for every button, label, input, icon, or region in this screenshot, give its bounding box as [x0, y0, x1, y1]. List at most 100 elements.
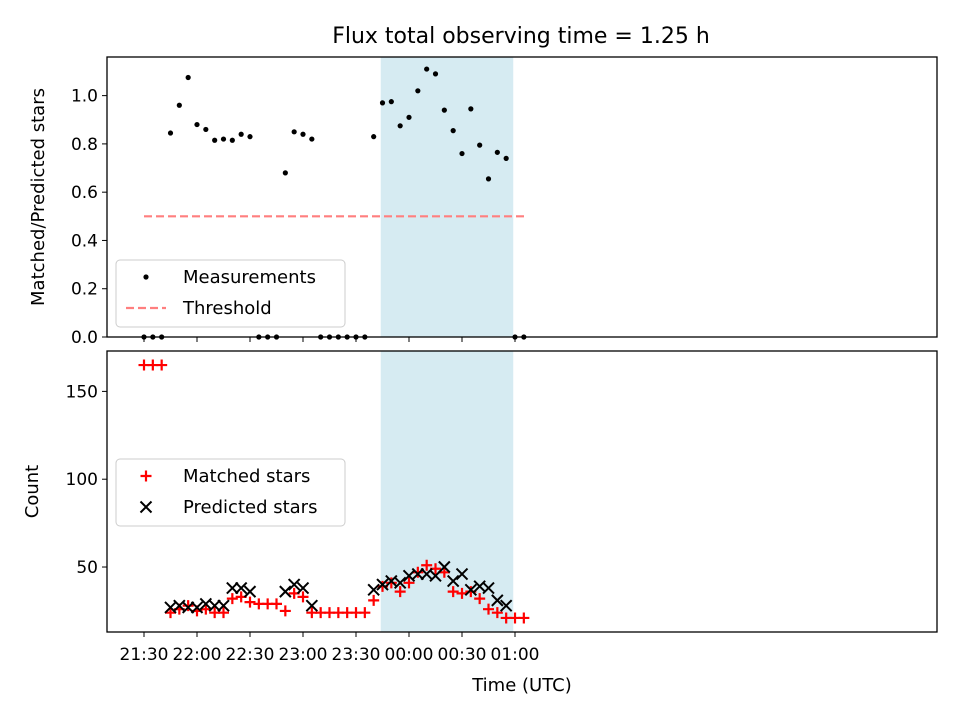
- predicted-point: [491, 594, 504, 607]
- matched-point: [412, 566, 424, 578]
- measurement-point: [212, 137, 218, 143]
- matched-point: [456, 587, 468, 599]
- predicted-point: [499, 599, 513, 612]
- x-tick-label: 22:00: [173, 645, 222, 665]
- measurement-point: [238, 131, 244, 137]
- predicted-point: [446, 574, 460, 588]
- measurement-point: [503, 155, 509, 161]
- matched-point: [483, 603, 495, 615]
- measurement-point: [459, 150, 465, 157]
- x-tick-label: 01:00: [491, 645, 540, 665]
- series-predicted-stars: [164, 560, 513, 614]
- predicted-point: [190, 601, 204, 614]
- matched-point: [518, 612, 530, 624]
- matched-point: [403, 577, 415, 589]
- predicted-point: [287, 578, 301, 591]
- matched-point: [226, 593, 238, 605]
- predicted-point: [393, 576, 407, 590]
- y-axis-label: Count: [22, 465, 43, 518]
- matched-point: [368, 594, 380, 606]
- y-tick-label: 50: [76, 558, 98, 578]
- y-tick-label: 0.8: [71, 135, 98, 155]
- predicted-point: [438, 560, 451, 574]
- legend-box: [115, 458, 346, 527]
- measurement-point: [203, 126, 209, 133]
- x-tick-label: 23:30: [332, 645, 381, 665]
- measurement-point: [309, 136, 315, 142]
- predicted-point: [411, 567, 425, 581]
- measurement-point: [441, 107, 447, 113]
- axes-frame: [106, 56, 938, 338]
- measurement-point: [247, 134, 253, 140]
- legend-label: Matched stars: [183, 466, 310, 487]
- predicted-point: [305, 599, 319, 612]
- measurement-point: [167, 130, 174, 136]
- predicted-point: [455, 567, 469, 581]
- chart-title: Flux total observing time = 1.25 h: [332, 24, 710, 49]
- y-tick-label: 0.0: [71, 328, 98, 348]
- top-panel: 0.0 0.2 0.4 0.6 0.8 1.0 Matched/Predicted star…: [28, 56, 938, 348]
- measurement-point: [432, 71, 439, 77]
- predicted-point: [181, 601, 195, 614]
- y-tick-label: 0.2: [71, 280, 98, 300]
- legend-label: Measurements: [183, 267, 316, 288]
- y-tick-label: 0.4: [71, 231, 98, 251]
- predicted-point: [226, 581, 239, 595]
- matched-point: [182, 600, 194, 612]
- series-measurements: [141, 66, 527, 340]
- matched-point: [279, 605, 291, 617]
- measurement-point: [291, 129, 297, 135]
- predicted-point: [482, 581, 495, 595]
- y-tick-label: 100: [66, 470, 98, 490]
- predicted-point: [376, 578, 389, 591]
- x-tick-label: 21:30: [120, 645, 169, 665]
- matched-point: [244, 596, 256, 608]
- x-tick-label: 00:30: [438, 645, 487, 665]
- legend-label: Threshold: [182, 298, 272, 319]
- x-tick-label: 23:00: [279, 645, 328, 665]
- y-tick-label: 0.6: [71, 183, 98, 203]
- measurement-point: [229, 137, 235, 143]
- measurement-point: [477, 142, 483, 148]
- measurement-point: [379, 100, 386, 106]
- matched-point: [385, 577, 397, 589]
- measurement-point: [194, 121, 200, 128]
- legend-box: [115, 259, 346, 328]
- matched-point: [359, 607, 371, 619]
- bottom-panel: 50 100 150 21:30 22:00 22:30 23:00 23:30 00:00 00…: [22, 350, 938, 696]
- matched-point: [491, 607, 503, 619]
- matched-point: [297, 591, 309, 603]
- measurement-point: [220, 136, 227, 142]
- y-tick-label: 1.0: [71, 87, 98, 107]
- measurement-point: [424, 66, 430, 72]
- predicted-point: [296, 581, 310, 595]
- matched-point: [165, 607, 177, 619]
- predicted-point: [208, 599, 221, 612]
- matched-point: [271, 598, 283, 610]
- measurement-point: [185, 74, 191, 81]
- measurement-point: [468, 106, 474, 112]
- x-tick-label: 22:30: [226, 645, 275, 665]
- y-axis-label: Matched/Predicted stars: [28, 88, 49, 306]
- matched-point: [474, 593, 486, 605]
- measurement-point: [300, 131, 306, 137]
- measurement-point: [485, 176, 492, 182]
- x-axis-label: Time (UTC): [471, 675, 572, 696]
- legend-label: Predicted stars: [183, 497, 317, 518]
- measurement-point: [388, 99, 394, 105]
- legend-swatch: [143, 274, 149, 280]
- matched-point: [394, 586, 406, 598]
- matched-point: [421, 559, 433, 571]
- observing-window-span: [380, 57, 514, 337]
- measurement-point: [415, 88, 421, 94]
- measurement-point: [176, 102, 182, 108]
- measurement-point: [371, 134, 377, 140]
- measurement-point: [494, 149, 500, 155]
- matched-point: [156, 359, 168, 371]
- matched-point: [200, 603, 212, 615]
- measurement-point: [450, 128, 456, 134]
- legend-swatch: [139, 500, 153, 514]
- predicted-point: [464, 583, 478, 597]
- predicted-point: [217, 599, 230, 612]
